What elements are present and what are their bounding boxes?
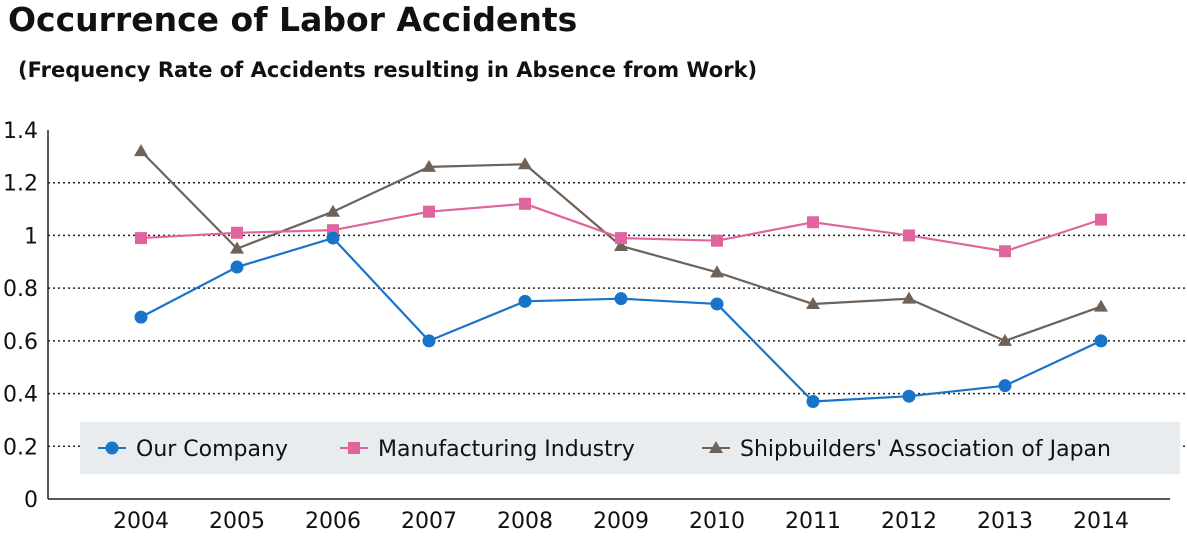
legend-marker [105,441,119,455]
x-tick-label: 2011 [785,509,841,534]
data-point [902,291,916,304]
series-shipbuilders-association-of-japan [134,144,1108,346]
data-point [519,197,531,210]
data-point [230,260,244,274]
data-point [326,231,340,245]
data-point [423,205,435,218]
legend-label: Shipbuilders' Association of Japan [740,437,1111,462]
y-tick-label: 0.8 [3,277,38,302]
data-point [711,234,723,247]
chart-title: Occurrence of Labor Accidents [8,0,578,39]
x-tick-label: 2009 [593,509,649,534]
data-point [231,226,243,239]
data-point [807,216,819,229]
y-tick-label: 1 [24,224,38,249]
data-point [806,394,820,408]
data-point [230,241,244,254]
legend-item-1: Manufacturing Industry [340,437,635,462]
chart-subtitle: (Frequency Rate of Accidents resulting i… [18,58,758,82]
y-tick-label: 0.6 [3,330,38,355]
series-our-company [134,231,1108,408]
data-point [614,292,628,306]
data-point [999,245,1011,258]
data-point [134,144,148,157]
series-manufacturing-industry [135,197,1107,258]
x-tick-label: 2004 [113,509,169,534]
data-point [134,310,148,324]
data-point [518,294,532,308]
data-point [1094,299,1108,312]
data-point [422,159,436,172]
data-point [1094,334,1108,348]
legend-background [80,422,1180,474]
x-tick-label: 2014 [1073,509,1129,534]
data-point [1095,213,1107,226]
x-tick-label: 2012 [881,509,937,534]
data-point [998,379,1012,393]
legend-marker [709,441,723,453]
data-point [998,333,1012,346]
legend-label: Manufacturing Industry [378,437,635,462]
y-tick-label: 1.2 [3,172,38,197]
y-tick-label: 0.4 [3,383,38,408]
legend-marker [348,442,360,454]
data-point [902,389,916,403]
data-point [422,334,436,348]
x-tick-label: 2013 [977,509,1033,534]
data-point [614,238,628,251]
data-point [710,297,724,311]
legend-label: Our Company [136,437,288,462]
data-point [806,296,820,309]
data-point [615,232,627,245]
x-tick-label: 2005 [209,509,265,534]
data-point [903,229,915,242]
x-tick-label: 2007 [401,509,457,534]
x-tick-label: 2010 [689,509,745,534]
x-tick-label: 2006 [305,509,361,534]
legend-item-2: Shipbuilders' Association of Japan [702,437,1111,462]
legend-item-0: Our Company [98,437,288,462]
y-tick-label: 1.4 [3,119,38,144]
data-point [326,204,340,217]
y-tick-label: 0.2 [3,435,38,460]
data-point [710,265,724,278]
y-tick-label: 0 [24,488,38,513]
x-tick-label: 2008 [497,509,553,534]
data-point [135,232,147,245]
data-point [518,157,532,170]
